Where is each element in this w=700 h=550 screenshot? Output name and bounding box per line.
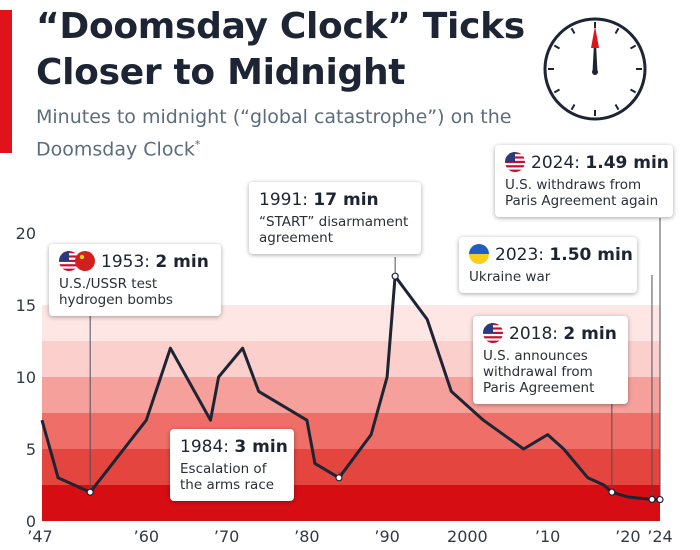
x-tick-label: ’90 <box>374 527 399 546</box>
callout-1953-desc-1: U.S./USSR test <box>59 276 158 292</box>
callout-2024-desc-1: U.S. withdraws from <box>505 177 642 193</box>
callout-1991-year: 1991 <box>259 190 303 210</box>
callout-2023-desc-1: Ukraine war <box>469 269 551 285</box>
callout-2023-value: 1.50 min <box>549 245 633 265</box>
risk-band <box>42 485 660 521</box>
clock-tick <box>570 27 576 34</box>
callout-1991-desc-1: “START” disarmament <box>259 214 409 230</box>
callout-1953-desc-2: hydrogen bombs <box>59 292 173 308</box>
callout-2018-year: 2018 <box>509 324 553 344</box>
callout-2024-desc-2: Paris Agreement again <box>505 193 659 209</box>
series-line <box>40 274 661 501</box>
clock-tick <box>553 88 560 94</box>
point-marker <box>86 488 94 496</box>
us-flag-icon <box>505 152 525 172</box>
callout-1984-desc-1: Escalation of <box>180 461 267 477</box>
callout-2018-value: 2 min <box>563 324 617 344</box>
us-flag-icon <box>59 251 79 271</box>
x-tick-label: ’80 <box>294 527 319 546</box>
callout-1991-desc-2: agreement <box>259 230 334 246</box>
point-marker <box>335 474 343 482</box>
x-tick-label: ’70 <box>214 527 239 546</box>
callout-2018-desc-1: U.S. announces <box>483 348 588 364</box>
callout-1991: 1991: 17 min “START” disarmament agreemen… <box>249 182 421 254</box>
callout-1984-value: 3 min <box>234 437 288 457</box>
y-tick-label: 0 <box>26 512 36 531</box>
risk-band <box>42 449 660 485</box>
chart-subtitle: Minutes to midnight (“global catastrophe… <box>36 104 516 163</box>
risk-band <box>42 413 660 449</box>
y-tick-label: 10 <box>16 368 36 387</box>
callout-1991-value: 17 min <box>313 190 379 210</box>
callout-2023-year: 2023 <box>495 245 539 265</box>
callout-2018-desc-3: Paris Agreement <box>483 380 595 396</box>
y-tick-label: 15 <box>16 296 36 315</box>
callout-2018: 2018: 2 min U.S. announces withdrawal fro… <box>473 316 628 404</box>
callout-1984-year: 1984 <box>180 437 224 457</box>
point-marker <box>648 495 656 503</box>
clock-icon <box>540 14 650 128</box>
x-tick-label: ’10 <box>535 527 560 546</box>
accent-bar <box>0 10 12 153</box>
clock-tick <box>553 44 560 50</box>
x-tick-label: ’60 <box>134 527 159 546</box>
callout-2018-desc-2: withdrawal from <box>483 364 593 380</box>
callout-1953-value: 2 min <box>155 252 209 272</box>
callout-1953: 1953: 2 min U.S./USSR test hydrogen bombs <box>49 244 221 316</box>
chart-title: “Doomsday Clock” Ticks Closer to Midnigh… <box>36 6 525 93</box>
callout-2024-year: 2024 <box>531 153 575 173</box>
clock-tick <box>570 104 576 111</box>
callout-2024: 2024: 1.49 min U.S. withdraws from Paris … <box>495 145 673 217</box>
y-tick-label: 5 <box>26 440 36 459</box>
callout-1984-desc-2: the arms race <box>180 477 275 493</box>
footnote-mark: * <box>194 138 201 151</box>
subtitle-text: Minutes to midnight (“global catastrophe… <box>36 106 512 161</box>
callout-2024-value: 1.49 min <box>585 153 669 173</box>
ussr-flag-icon <box>75 251 95 271</box>
callout-1984: 1984: 3 min Escalation of the arms race <box>170 429 294 501</box>
x-tick-label: ’24 <box>647 527 672 546</box>
point-marker <box>656 495 664 504</box>
ukraine-flag-icon <box>469 244 489 264</box>
point-marker <box>608 488 616 496</box>
x-tick-label: ’20 <box>615 527 640 546</box>
us-flag-icon <box>483 323 503 343</box>
x-tick-label: 2000 <box>447 527 488 546</box>
clock-tick <box>630 44 637 50</box>
point-marker <box>391 272 399 280</box>
clock-tick <box>614 27 620 34</box>
x-tick-label: ’47 <box>27 527 52 546</box>
clock-tick <box>630 88 637 94</box>
y-tick-label: 20 <box>16 224 36 243</box>
clock-tick <box>614 104 620 111</box>
callout-2023: 2023: 1.50 min Ukraine war <box>459 237 637 293</box>
callout-1953-year: 1953 <box>101 252 145 272</box>
